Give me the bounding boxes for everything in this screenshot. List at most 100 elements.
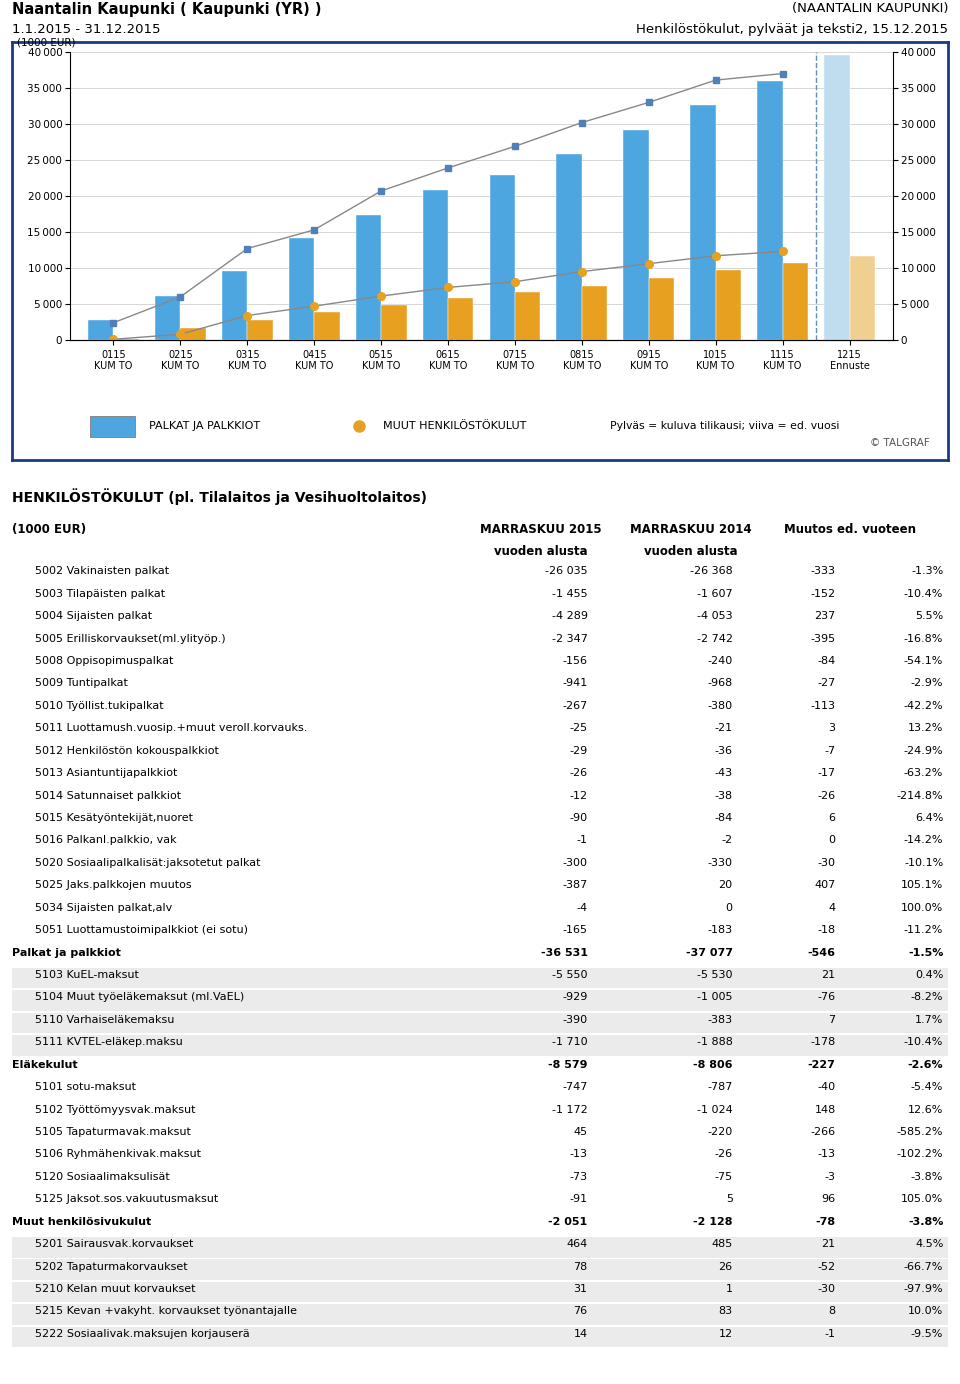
Text: -1: -1 xyxy=(825,1329,835,1338)
Text: -97.9%: -97.9% xyxy=(903,1284,944,1294)
Text: -585.2%: -585.2% xyxy=(897,1127,944,1138)
Text: 5.5%: 5.5% xyxy=(915,612,944,621)
Text: 5020 Sosiaalipalkalisät:jaksotetut palkat: 5020 Sosiaalipalkalisät:jaksotetut palka… xyxy=(36,858,261,868)
Text: 5010 Työllist.tukipalkat: 5010 Työllist.tukipalkat xyxy=(36,700,164,711)
Bar xyxy=(557,154,582,340)
Text: -102.2%: -102.2% xyxy=(897,1150,944,1160)
Bar xyxy=(12,1327,948,1347)
Text: -84: -84 xyxy=(817,656,835,666)
Text: -929: -929 xyxy=(563,992,588,1002)
Text: 4: 4 xyxy=(828,902,835,912)
Text: -26: -26 xyxy=(818,790,835,800)
Text: -941: -941 xyxy=(563,678,588,688)
Text: -1 888: -1 888 xyxy=(697,1037,732,1048)
Text: 5101 sotu-maksut: 5101 sotu-maksut xyxy=(36,1082,136,1092)
Bar xyxy=(289,238,314,340)
Text: -17: -17 xyxy=(818,768,835,778)
Text: -395: -395 xyxy=(810,634,835,644)
Text: -5 550: -5 550 xyxy=(552,970,588,980)
Text: -12: -12 xyxy=(569,790,588,800)
Text: 45: 45 xyxy=(573,1127,588,1138)
Text: 0: 0 xyxy=(726,902,732,912)
Text: -8 579: -8 579 xyxy=(548,1060,588,1070)
Text: 100.0%: 100.0% xyxy=(901,902,944,912)
Text: -1 455: -1 455 xyxy=(552,588,588,599)
Bar xyxy=(782,263,808,340)
Text: -747: -747 xyxy=(563,1082,588,1092)
Text: -968: -968 xyxy=(708,678,732,688)
Text: -1 607: -1 607 xyxy=(697,588,732,599)
Text: -267: -267 xyxy=(563,700,588,711)
Text: -113: -113 xyxy=(810,700,835,711)
Text: -2 742: -2 742 xyxy=(697,634,732,644)
Text: -40: -40 xyxy=(818,1082,835,1092)
Bar xyxy=(90,415,134,437)
Text: MARRASKUU 2014: MARRASKUU 2014 xyxy=(630,523,752,536)
Text: (1000 EUR): (1000 EUR) xyxy=(16,37,75,47)
Text: Henkilöstökulut, pylväät ja teksti2, 15.12.2015: Henkilöstökulut, pylväät ja teksti2, 15.… xyxy=(636,24,948,36)
Text: 31: 31 xyxy=(574,1284,588,1294)
Text: -178: -178 xyxy=(810,1037,835,1048)
Bar xyxy=(757,80,782,340)
Text: -42.2%: -42.2% xyxy=(903,700,944,711)
Text: -10.1%: -10.1% xyxy=(904,858,944,868)
Text: 5014 Satunnaiset palkkiot: 5014 Satunnaiset palkkiot xyxy=(36,790,181,800)
Text: -240: -240 xyxy=(708,656,732,666)
Bar xyxy=(850,256,875,340)
Bar xyxy=(12,1013,948,1034)
Text: 148: 148 xyxy=(814,1104,835,1114)
Text: -152: -152 xyxy=(810,588,835,599)
Text: 5120 Sosiaalimaksulisät: 5120 Sosiaalimaksulisät xyxy=(36,1172,170,1182)
Text: -220: -220 xyxy=(708,1127,732,1138)
Text: 78: 78 xyxy=(573,1262,588,1272)
Bar xyxy=(248,320,273,340)
Text: -90: -90 xyxy=(569,812,588,823)
Text: -14.2%: -14.2% xyxy=(903,836,944,846)
Bar xyxy=(824,55,850,340)
Text: -36 531: -36 531 xyxy=(540,948,588,958)
Bar xyxy=(12,1304,948,1324)
Text: -7: -7 xyxy=(825,746,835,756)
Text: 26: 26 xyxy=(719,1262,732,1272)
Bar xyxy=(422,190,448,340)
Text: -26 035: -26 035 xyxy=(545,566,588,576)
Text: -78: -78 xyxy=(816,1217,835,1226)
Text: -2 051: -2 051 xyxy=(548,1217,588,1226)
Text: 0.4%: 0.4% xyxy=(915,970,944,980)
Text: -10.4%: -10.4% xyxy=(904,1037,944,1048)
Text: -2.9%: -2.9% xyxy=(911,678,944,688)
Text: 7: 7 xyxy=(828,1014,835,1026)
Text: 5105 Tapaturmavak.maksut: 5105 Tapaturmavak.maksut xyxy=(36,1127,191,1138)
Text: -36: -36 xyxy=(714,746,732,756)
Text: 12.6%: 12.6% xyxy=(908,1104,944,1114)
Text: 5111 KVTEL-eläkep.maksu: 5111 KVTEL-eläkep.maksu xyxy=(36,1037,183,1048)
Text: 83: 83 xyxy=(719,1306,732,1316)
Text: -5 530: -5 530 xyxy=(697,970,732,980)
Bar xyxy=(12,1237,948,1258)
Text: 5104 Muut työeläkemaksut (ml.VaEL): 5104 Muut työeläkemaksut (ml.VaEL) xyxy=(36,992,245,1002)
Text: 1: 1 xyxy=(726,1284,732,1294)
Text: 5034 Sijaisten palkat,alv: 5034 Sijaisten palkat,alv xyxy=(36,902,173,912)
Text: -8.2%: -8.2% xyxy=(911,992,944,1002)
Text: -30: -30 xyxy=(818,858,835,868)
Text: 10.0%: 10.0% xyxy=(908,1306,944,1316)
Text: -2.6%: -2.6% xyxy=(908,1060,944,1070)
Text: 464: 464 xyxy=(566,1239,588,1250)
Text: 5210 Kelan muut korvaukset: 5210 Kelan muut korvaukset xyxy=(36,1284,196,1294)
Text: 3: 3 xyxy=(828,724,835,734)
Text: 0: 0 xyxy=(828,836,835,846)
Bar xyxy=(716,270,741,340)
Text: vuoden alusta: vuoden alusta xyxy=(494,544,588,558)
Text: -8 806: -8 806 xyxy=(693,1060,732,1070)
Text: -2 347: -2 347 xyxy=(552,634,588,644)
Text: 20: 20 xyxy=(719,880,732,890)
Text: Naantalin Kaupunki ( Kaupunki (YR) ): Naantalin Kaupunki ( Kaupunki (YR) ) xyxy=(12,3,322,17)
Text: 5125 Jaksot.sos.vakuutusmaksut: 5125 Jaksot.sos.vakuutusmaksut xyxy=(36,1194,219,1204)
Text: 237: 237 xyxy=(814,612,835,621)
Text: -26: -26 xyxy=(714,1150,732,1160)
Bar xyxy=(381,304,407,340)
Text: 4.5%: 4.5% xyxy=(915,1239,944,1250)
Text: -5.4%: -5.4% xyxy=(911,1082,944,1092)
Text: -76: -76 xyxy=(818,992,835,1002)
Text: 1.7%: 1.7% xyxy=(915,1014,944,1026)
